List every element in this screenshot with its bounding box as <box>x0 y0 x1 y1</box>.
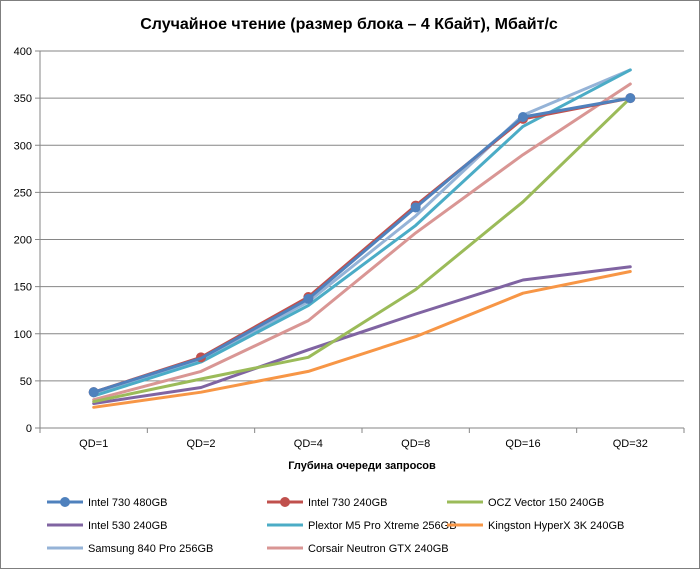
series-line <box>92 96 632 404</box>
legend: Intel 730 480GB Intel 730 240GB OCZ Vector… <box>47 497 624 555</box>
y-tick-label: 400 <box>14 46 32 58</box>
legend-label: Intel 530 240GB <box>88 520 168 532</box>
legend-item: Intel 530 240GB <box>47 520 168 532</box>
data-point <box>625 93 636 104</box>
plot-area: 0 50 100 150 200 250 300 350 400 QD=1 QD=2 QD=4 QD=8… <box>14 46 685 450</box>
series-line <box>92 96 632 394</box>
y-tick-label: 150 <box>14 282 32 294</box>
legend-marker <box>60 497 70 507</box>
legend-item: Kingston HyperX 3K 240GB <box>447 520 624 532</box>
series-line <box>92 68 632 398</box>
chart-title: Случайное чтение (размер блока – 4 Кбайт… <box>140 16 558 33</box>
series-line <box>92 270 632 409</box>
x-tick-label: QD=32 <box>613 438 648 450</box>
data-point <box>518 111 528 122</box>
legend-item: Corsair Neutron GTX 240GB <box>267 543 449 555</box>
y-tick-label: 250 <box>14 187 32 199</box>
series-line <box>92 96 632 394</box>
y-tick-label: 0 <box>26 423 32 435</box>
legend-item: Samsung 840 Pro 256GB <box>47 543 213 555</box>
legend-label: Intel 730 480GB <box>88 497 168 509</box>
y-tick-label: 350 <box>14 93 32 105</box>
legend-marker <box>280 497 290 507</box>
series-line <box>92 68 632 396</box>
x-tick-label: QD=16 <box>505 438 540 450</box>
legend-label: Kingston HyperX 3K 240GB <box>488 520 624 532</box>
x-tick-label: QD=2 <box>186 438 215 450</box>
y-tick-label: 100 <box>14 329 32 341</box>
legend-item: OCZ Vector 150 240GB <box>447 497 604 509</box>
data-point <box>303 293 314 304</box>
x-tick-label: QD=4 <box>294 438 323 450</box>
legend-label: OCZ Vector 150 240GB <box>488 497 604 509</box>
series-line <box>92 265 632 405</box>
y-tick-label: 300 <box>14 140 32 152</box>
data-point <box>88 387 99 398</box>
series-line <box>92 82 632 402</box>
legend-item: Plextor M5 Pro Xtreme 256GB <box>267 520 457 532</box>
legend-label: Samsung 840 Pro 256GB <box>88 543 213 555</box>
legend-label: Corsair Neutron GTX 240GB <box>308 543 449 555</box>
y-tick-label: 200 <box>14 235 32 247</box>
data-point <box>410 202 421 213</box>
x-tick-label: QD=8 <box>401 438 430 450</box>
x-tick-label: QD=1 <box>79 438 108 450</box>
legend-label: Intel 730 240GB <box>308 497 388 509</box>
legend-item: Intel 730 240GB <box>267 497 388 509</box>
legend-label: Plextor M5 Pro Xtreme 256GB <box>308 520 457 532</box>
y-tick-label: 50 <box>20 376 32 388</box>
x-axis-title: Глубина очереди запросов <box>288 460 436 472</box>
legend-item: Intel 730 480GB <box>47 497 168 509</box>
